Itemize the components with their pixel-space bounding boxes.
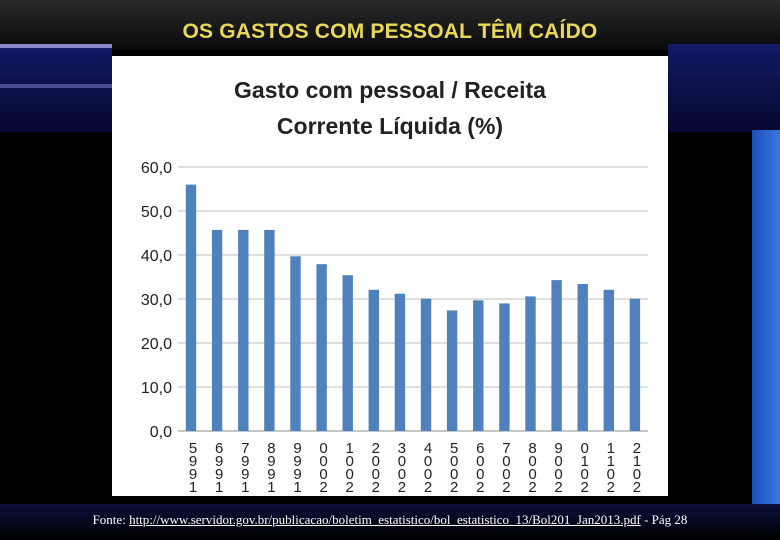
bar-2010 bbox=[577, 284, 588, 431]
bar-2004 bbox=[420, 298, 432, 431]
bar-2003 bbox=[394, 293, 406, 431]
footer-prefix: Fonte: bbox=[92, 512, 126, 527]
bar-2009 bbox=[551, 280, 562, 431]
bar-1995 bbox=[185, 184, 197, 431]
chart-title-line-1: Gasto com pessoal / Receita bbox=[234, 77, 546, 103]
left-stripe-dark bbox=[0, 84, 112, 88]
bottom-band bbox=[0, 504, 780, 540]
left-blue-band bbox=[0, 44, 112, 132]
bar-1997 bbox=[238, 229, 249, 431]
right-side-bar bbox=[752, 130, 780, 505]
bar-chart: Gasto com pessoal / Receita Corrente Líq… bbox=[141, 77, 648, 496]
y-tick-label: 20,0 bbox=[141, 336, 172, 353]
bar-2012 bbox=[629, 298, 641, 431]
bar-2006 bbox=[473, 300, 484, 431]
bar-2002 bbox=[368, 289, 379, 431]
bar-1996 bbox=[211, 229, 223, 431]
chart-panel: Gasto com pessoal / Receita Corrente Líq… bbox=[112, 56, 668, 496]
gridlines bbox=[178, 166, 648, 432]
footer-source: Fonte: http://www.servidor.gov.br/public… bbox=[0, 512, 780, 528]
right-blue-band bbox=[668, 44, 780, 132]
y-axis-ticks: 0,0 10,0 20,0 30,0 40,0 50,0 60,0 bbox=[141, 160, 172, 441]
slide-title: OS GASTOS COM PESSOAL TÊM CAÍDO bbox=[182, 20, 598, 43]
bar-2008 bbox=[525, 296, 536, 431]
y-tick-label: 50,0 bbox=[141, 204, 172, 221]
footer-suffix: - Pág 28 bbox=[644, 512, 688, 527]
left-stripe-light bbox=[0, 44, 112, 48]
x-axis-labels: 5 9 9 1 6 9 9 1 7 9 9 1 8 9 9 1 9 9 9 1 0 0 0 2 1 0 0 2 2 0 0 2 3 0 0 2 4 0 0 2… bbox=[189, 440, 641, 496]
bar-1999 bbox=[290, 256, 301, 431]
bar-2007 bbox=[499, 303, 510, 431]
bar-2005 bbox=[446, 310, 458, 431]
top-band bbox=[0, 0, 780, 50]
bar-1998 bbox=[264, 229, 275, 431]
bar-2011 bbox=[603, 289, 614, 431]
y-tick-label: 0,0 bbox=[150, 424, 172, 441]
bars bbox=[185, 184, 641, 431]
source-link[interactable]: http://www.servidor.gov.br/publicacao/bo… bbox=[129, 512, 641, 527]
y-tick-label: 60,0 bbox=[141, 160, 172, 177]
chart-title-line-2: Corrente Líquida (%) bbox=[277, 113, 503, 139]
y-tick-label: 30,0 bbox=[141, 292, 172, 309]
y-tick-label: 10,0 bbox=[141, 380, 172, 397]
bar-2000 bbox=[316, 264, 327, 431]
bar-2001 bbox=[342, 275, 353, 431]
y-tick-label: 40,0 bbox=[141, 248, 172, 265]
